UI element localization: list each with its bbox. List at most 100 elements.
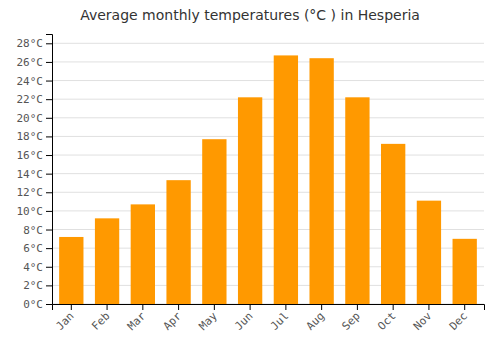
bar	[381, 144, 405, 304]
bar	[238, 97, 262, 304]
y-tick-label: 14°C	[17, 168, 44, 181]
y-tick-mark	[46, 304, 52, 305]
grid	[52, 43, 484, 304]
x-tick-label: Nov	[411, 309, 435, 333]
x-tick: Mar	[125, 304, 149, 333]
chart: Average monthly temperatures (°C ) in He…	[0, 0, 500, 350]
y-tick: 20°C	[17, 112, 53, 125]
x-tick-mark	[464, 304, 465, 310]
y-tick-mark	[46, 267, 52, 268]
y-tick-mark	[46, 43, 52, 44]
y-tick-label: 12°C	[17, 186, 44, 199]
y-tick-label: 6°C	[23, 242, 43, 255]
y-tick-label: 16°C	[17, 149, 44, 162]
x-axis: Jan Feb Mar Apr May Jun Jul Aug Sep Oct Nov Dec	[53, 304, 485, 333]
grid-line	[52, 99, 484, 100]
grid-line	[52, 61, 484, 62]
y-tick-mark	[46, 118, 52, 119]
bar	[274, 55, 298, 304]
y-tick-label: 22°C	[17, 93, 44, 106]
y-tick: 8°C	[23, 224, 52, 237]
y-tick-mark	[46, 155, 52, 156]
grid-line	[52, 192, 484, 193]
x-tick-mark	[428, 304, 429, 310]
x-tick: Aug	[304, 304, 327, 333]
y-tick-label: 18°C	[17, 130, 44, 143]
bar	[453, 239, 477, 304]
bar	[95, 218, 119, 304]
x-tick-mark	[393, 304, 394, 310]
x-tick-label: Jul	[268, 310, 291, 333]
x-tick-mark	[142, 304, 143, 310]
grid-line	[52, 136, 484, 137]
plot: Jan Feb Mar Apr May Jun Jul Aug Sep Oct Nov Dec 0°C 2…	[17, 35, 485, 333]
y-tick-label: 10°C	[17, 205, 44, 218]
x-tick-label: Aug	[304, 310, 327, 333]
x-tick-mark	[250, 304, 251, 310]
y-tick-mark	[46, 211, 52, 212]
y-tick-mark	[46, 248, 52, 249]
y-tick-mark	[46, 62, 52, 63]
grid-line	[52, 43, 484, 44]
x-tick-mark	[357, 304, 358, 310]
x-tick: Dec	[447, 304, 470, 333]
x-tick-label: Apr	[161, 309, 185, 333]
x-tick: Feb	[89, 304, 112, 333]
y-tick-label: 28°C	[17, 37, 44, 50]
x-tick: May	[196, 304, 220, 333]
x-tick-label: Jun	[232, 310, 255, 333]
x-tick: Apr	[161, 304, 185, 333]
grid-line	[52, 155, 484, 156]
x-tick: Jul	[268, 304, 291, 333]
y-tick: 26°C	[17, 56, 53, 69]
grid-line	[52, 117, 484, 118]
y-tick-mark	[46, 230, 52, 231]
y-axis-line	[46, 35, 53, 305]
x-tick-label: Oct	[375, 310, 398, 333]
x-tick: Sep	[340, 304, 363, 333]
y-tick-mark	[46, 81, 52, 82]
y-tick: 28°C	[17, 37, 53, 50]
x-tick-label: Feb	[89, 310, 112, 333]
y-tick: 14°C	[17, 168, 53, 181]
y-axis: 0°C2°C4°C6°C8°C10°C12°C14°C16°C18°C20°C2…	[17, 35, 53, 312]
y-tick-label: 4°C	[23, 261, 43, 274]
x-tick-label: May	[196, 309, 220, 333]
y-tick: 16°C	[17, 149, 53, 162]
x-tick-mark	[107, 304, 108, 310]
x-tick-mark	[178, 304, 179, 310]
y-tick: 18°C	[17, 130, 53, 143]
x-tick-mark	[285, 304, 286, 310]
y-tick-label: 20°C	[17, 112, 44, 125]
x-tick: Oct	[375, 304, 398, 333]
bar	[202, 139, 226, 304]
bar	[345, 97, 369, 304]
x-tick-label: Dec	[447, 310, 470, 333]
x-tick-label: Sep	[340, 310, 363, 333]
x-tick-mark	[71, 304, 72, 310]
y-tick: 0°C	[23, 298, 52, 311]
y-tick-label: 24°C	[17, 75, 44, 88]
bar	[309, 58, 333, 304]
y-tick-mark	[46, 136, 52, 137]
x-axis-line	[53, 305, 485, 311]
x-tick-mark	[214, 304, 215, 310]
x-tick: Jan	[53, 304, 76, 333]
y-tick-label: 26°C	[17, 56, 44, 69]
x-tick-mark	[321, 304, 322, 310]
x-tick-label: Mar	[125, 309, 149, 333]
x-tick-label: Jan	[53, 310, 76, 333]
y-tick: 12°C	[17, 186, 53, 199]
y-tick-mark	[46, 192, 52, 193]
y-tick: 22°C	[17, 93, 53, 106]
y-tick-mark	[46, 285, 52, 286]
y-tick: 24°C	[17, 75, 53, 88]
x-tick: Jun	[232, 304, 255, 333]
y-tick-mark	[46, 174, 52, 175]
x-tick: Nov	[411, 304, 435, 333]
y-tick-label: 0°C	[23, 298, 43, 311]
y-tick-mark	[46, 99, 52, 100]
bars	[59, 55, 477, 304]
bar	[59, 237, 83, 304]
grid-line	[52, 173, 484, 174]
